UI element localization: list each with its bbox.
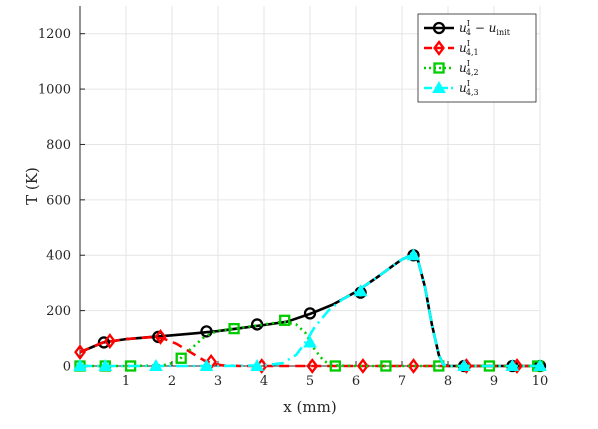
y-tick-label: 400 bbox=[46, 249, 71, 264]
data-point-marker bbox=[175, 352, 187, 364]
legend-marker bbox=[432, 21, 446, 35]
data-point-marker bbox=[329, 360, 341, 372]
x-tick-label: 4 bbox=[260, 374, 268, 389]
y-tick-label: 800 bbox=[46, 138, 71, 153]
data-point-marker bbox=[98, 358, 113, 371]
data-series bbox=[73, 248, 547, 374]
x-tick-label: 6 bbox=[352, 374, 360, 389]
y-tick-label: 600 bbox=[46, 193, 71, 208]
legend-label: uI 4 − uinit bbox=[459, 19, 511, 37]
legend-entry: uI 4,1 bbox=[424, 39, 479, 57]
data-point-marker bbox=[303, 307, 317, 320]
y-tick-label: 200 bbox=[46, 304, 71, 319]
data-point-marker bbox=[533, 358, 547, 371]
data-point-marker bbox=[407, 358, 420, 374]
x-tick-label: 9 bbox=[490, 374, 498, 389]
legend-label: uI 4,1 bbox=[459, 39, 479, 57]
data-point-marker bbox=[97, 336, 111, 349]
y-tick-label: 1000 bbox=[38, 83, 71, 98]
legend-entry: uI 4,3 bbox=[424, 79, 479, 97]
data-point-marker bbox=[250, 358, 264, 371]
x-tick-label: 3 bbox=[214, 374, 222, 389]
data-point-marker bbox=[73, 358, 87, 371]
tick-labels: 1 2 3 4 5 6 7 8 9 10 0 200 400 600 800 1000 1200 bbox=[38, 27, 548, 389]
legend-marker bbox=[432, 80, 446, 93]
legend: uI 4 − uinit uI 4,1 uI 4,2 uI 4,3 bbox=[417, 13, 537, 103]
x-axis-label: x (mm) bbox=[283, 398, 336, 416]
x-tick-label: 2 bbox=[168, 374, 176, 389]
legend-marker bbox=[433, 62, 445, 74]
x-tick-label: 8 bbox=[444, 374, 452, 389]
data-point-marker bbox=[152, 330, 165, 344]
data-point-marker bbox=[380, 360, 392, 372]
x-tick-label: 7 bbox=[398, 374, 406, 389]
y-tick-label: 1200 bbox=[38, 27, 71, 42]
data-point-marker bbox=[356, 358, 369, 374]
y-axis-label: T (K) bbox=[23, 167, 41, 205]
data-point-marker bbox=[279, 314, 291, 326]
legend-entry: uI 4 − uinit bbox=[424, 19, 511, 37]
legend-marker bbox=[433, 40, 445, 56]
data-point-marker bbox=[457, 358, 471, 371]
data-point-marker bbox=[154, 329, 167, 345]
data-point-marker bbox=[303, 335, 317, 348]
data-point-marker bbox=[406, 248, 421, 261]
data-point-marker bbox=[433, 360, 445, 372]
legend-entry: uI 4,2 bbox=[424, 59, 479, 77]
series-4 bbox=[73, 248, 547, 371]
y-tick-label: 0 bbox=[63, 360, 71, 375]
data-point-marker bbox=[200, 325, 213, 338]
x-tick-label: 1 bbox=[122, 374, 130, 389]
data-point-marker bbox=[199, 358, 214, 371]
data-point-marker bbox=[353, 284, 368, 297]
x-tick-label: 5 bbox=[306, 374, 314, 389]
data-point-marker bbox=[103, 333, 116, 349]
legend-label: uI 4,2 bbox=[459, 59, 479, 77]
x-tick-label: 10 bbox=[532, 374, 549, 389]
data-point-marker bbox=[505, 358, 520, 371]
legend-label: uI 4,3 bbox=[459, 79, 479, 97]
data-point-marker bbox=[74, 344, 86, 361]
data-point-marker bbox=[149, 358, 163, 371]
data-point-marker bbox=[228, 322, 240, 335]
data-point-marker bbox=[306, 358, 319, 374]
